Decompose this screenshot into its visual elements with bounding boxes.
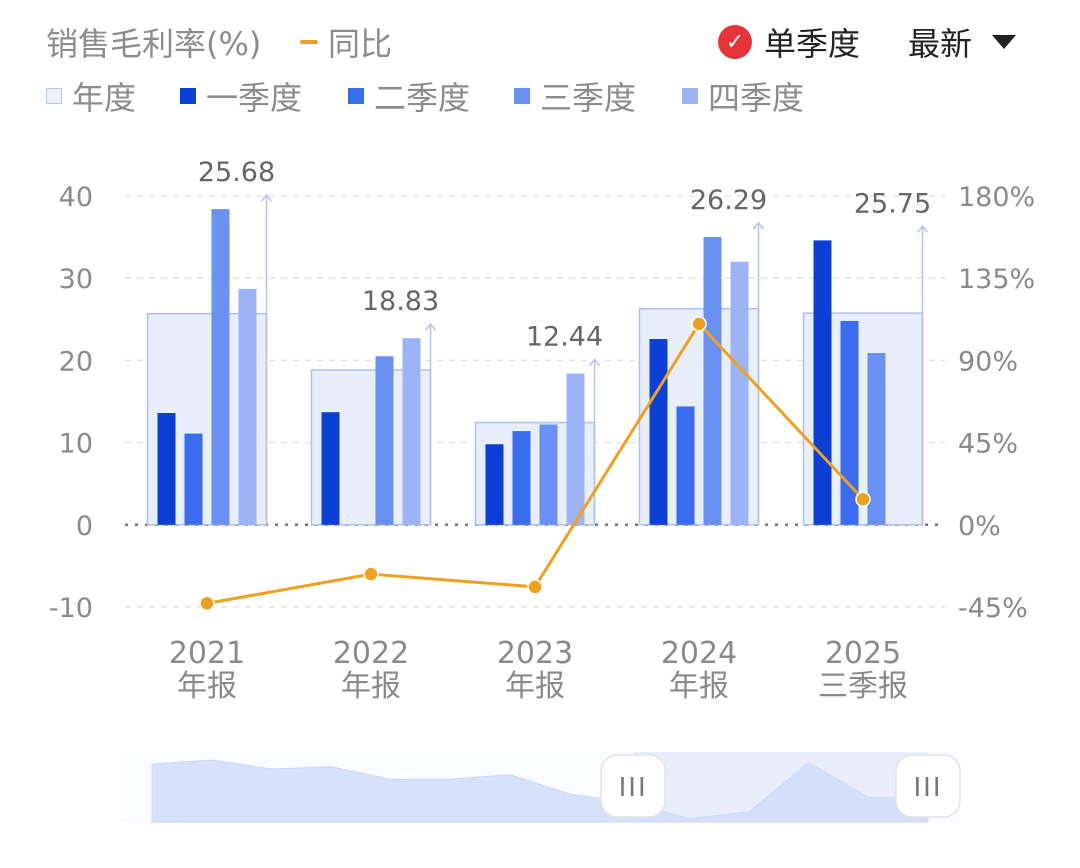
y-tick-label: 40 [59,182,93,213]
x-tick-label: 2025 [825,636,901,671]
annual-value-label: 26.29 [690,185,767,216]
y2-tick-label: -45% [958,593,1028,624]
overview-area [151,759,929,823]
annual-value-label: 12.44 [526,322,603,353]
zoom-handle-left[interactable]: III [600,754,666,818]
bar-q1 [321,412,340,525]
annual-value-label: 25.68 [198,157,275,188]
y-tick-label: 10 [59,429,93,460]
bar-q4 [402,338,421,525]
legend-header-row: 销售毛利率(%) 同比 ✓ 单季度 最新 [0,18,1080,66]
legend-item-q1[interactable]: 一季度 [180,72,302,120]
latest-dropdown[interactable]: 最新 [908,22,1017,63]
annual-swatch [46,88,62,104]
y-tick-label: 0 [76,511,93,542]
bar-q2 [512,431,531,525]
x-tick-label: 2022 [333,636,409,671]
bar-q1 [813,240,832,525]
legend-series-row: 年度 一季度 二季度 三季度 四季度 [0,72,1080,120]
legend-label-yoy: 同比 [328,25,393,63]
bar-q1 [157,413,176,525]
bar-q3 [539,424,558,525]
bar-q1 [649,339,668,525]
x-tick-label: 2021 [169,636,245,671]
legend-item-q2[interactable]: 二季度 [348,72,470,120]
single-quarter-toggle[interactable]: ✓ 单季度 [718,22,861,63]
zoom-handle-right[interactable]: III [895,754,961,818]
y2-tick-label: 180% [958,182,1035,213]
handle-grip-icon: III [619,773,648,803]
x-tick-label: 年报 [177,669,237,704]
x-tick-label: 2024 [661,636,737,671]
legend-item-yoy[interactable]: 同比 [300,18,392,66]
y-tick-label: -10 [49,593,93,624]
y2-tick-label: 90% [958,346,1018,377]
annual-value-label: 25.75 [854,188,931,219]
annual-marker-arrow [752,221,765,230]
annual-value-label: 18.83 [362,286,439,317]
y-tick-label: 20 [59,346,93,377]
yoy-point [363,566,379,582]
legend-item-q3[interactable]: 三季度 [514,72,636,120]
bar-q4 [238,288,257,525]
overview-window [633,752,928,822]
bar-q3 [703,237,722,525]
annual-marker-arrow [916,225,929,233]
bar-q2 [676,406,695,525]
bar-q2 [184,433,203,525]
annual-marker-arrow [588,358,601,367]
legend-item-annual[interactable]: 年度 [46,72,136,120]
bar-q3 [211,209,230,525]
handle-body [600,754,666,818]
bar-q2 [840,320,859,525]
annual-marker-arrow [424,323,437,331]
yoy-point [855,491,871,507]
y2-tick-label: 0% [958,511,1001,542]
handle-body [895,754,961,818]
metric-title: 销售毛利率(%) [46,25,262,63]
yoy-point [691,316,707,332]
q3-swatch [514,88,530,104]
check-icon: ✓ [718,25,752,59]
y-tick-label: 30 [59,264,93,295]
chevron-down-icon [992,35,1017,49]
x-tick-label: 三季报 [818,669,908,704]
legend-item-q4[interactable]: 四季度 [682,72,804,120]
x-tick-label: 年报 [505,669,565,704]
bar-q4 [566,373,585,525]
yoy-point [199,595,215,612]
x-tick-label: 年报 [669,669,729,704]
y2-tick-label: 45% [958,429,1018,460]
latest-label: 最新 [908,25,973,63]
yoy-line-swatch [300,40,318,44]
annual-marker-arrow [260,193,273,202]
q4-swatch [682,88,698,104]
bar-q3 [375,356,394,525]
bar-q1 [485,444,504,525]
handle-grip-icon: III [913,773,942,803]
yoy-point [527,579,543,595]
x-tick-label: 2023 [497,636,573,671]
q2-swatch [348,88,364,104]
bar-q4 [730,261,749,525]
single-quarter-label: 单季度 [764,25,861,63]
q1-swatch [180,88,196,104]
bar-q3 [867,353,886,525]
x-tick-label: 年报 [341,669,401,704]
y2-tick-label: 135% [958,264,1035,295]
